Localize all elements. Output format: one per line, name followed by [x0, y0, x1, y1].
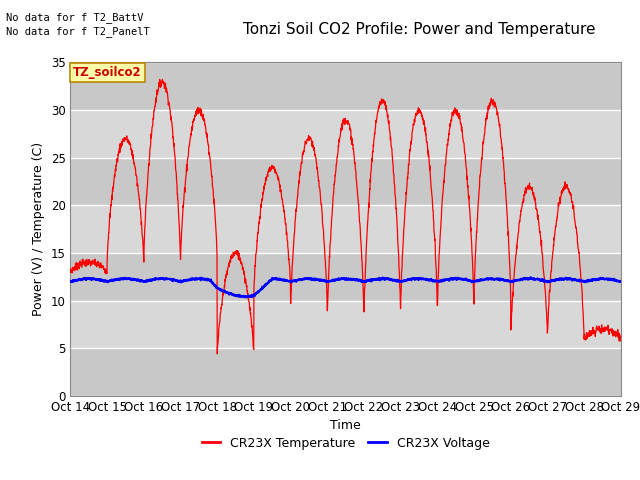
Bar	[70, 205, 621, 253]
Bar	[70, 110, 621, 158]
Text: TZ_soilco2: TZ_soilco2	[73, 66, 142, 79]
Bar	[70, 300, 621, 348]
Text: No data for f T2_PanelT: No data for f T2_PanelT	[6, 26, 150, 37]
Text: Tonzi Soil CO2 Profile: Power and Temperature: Tonzi Soil CO2 Profile: Power and Temper…	[243, 22, 596, 36]
Y-axis label: Power (V) / Temperature (C): Power (V) / Temperature (C)	[32, 142, 45, 316]
Text: No data for f T2_BattV: No data for f T2_BattV	[6, 12, 144, 23]
Bar	[70, 62, 621, 110]
Bar	[70, 348, 621, 396]
Legend: CR23X Temperature, CR23X Voltage: CR23X Temperature, CR23X Voltage	[196, 432, 495, 455]
Bar	[70, 158, 621, 205]
Bar	[70, 253, 621, 300]
X-axis label: Time: Time	[330, 420, 361, 432]
